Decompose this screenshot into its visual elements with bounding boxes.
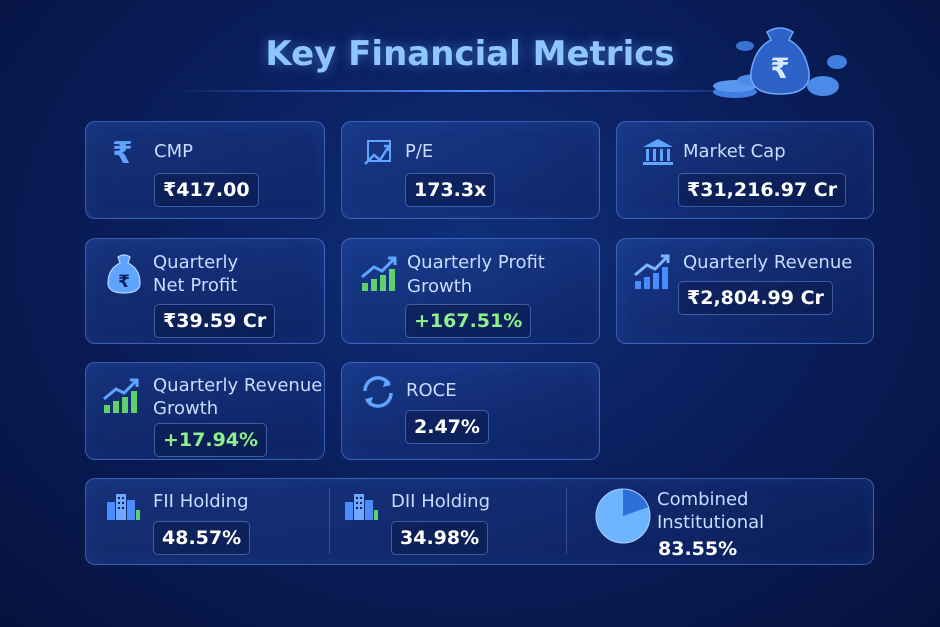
quarterly-revenue-growth-value: +17.94% — [154, 423, 268, 457]
combined-institutional-label-line1: Combined — [657, 489, 749, 510]
quarterly-net-profit-label-line2: Net Profit — [153, 275, 238, 296]
quarterly-net-profit-value: ₹39.59 Cr — [154, 304, 276, 338]
cmp-card: ₹ CMP ₹417.00 — [85, 121, 325, 219]
chart-icon — [364, 140, 391, 165]
buildings-icon — [107, 494, 140, 520]
dii-holding-label: DII Holding — [391, 491, 491, 512]
quarterly-net-profit-label-line1: Quarterly — [153, 252, 239, 273]
svg-text:₹: ₹ — [118, 272, 130, 292]
market-cap-card: Market Cap ₹31,216.97 Cr — [616, 121, 874, 219]
quarterly-revenue-label: Quarterly Revenue — [683, 252, 853, 273]
roce-value: 2.47% — [405, 410, 489, 444]
growth-chart-icon — [361, 256, 397, 291]
quarterly-profit-growth-card: Quarterly Profit Growth +167.51% — [341, 238, 600, 344]
market-cap-label: Market Cap — [683, 141, 786, 162]
roce-label: ROCE — [406, 380, 457, 401]
quarterly-revenue-card: Quarterly Revenue ₹2,804.99 Cr — [616, 238, 874, 344]
quarterly-revenue-value: ₹2,804.99 Cr — [678, 281, 833, 315]
roce-card: ROCE 2.47% — [341, 362, 600, 460]
combined-institutional-value: 83.55% — [658, 538, 738, 560]
quarterly-revenue-growth-label-line1: Quarterly Revenue — [153, 375, 323, 396]
quarterly-profit-growth-label-line1: Quarterly Profit — [407, 252, 545, 273]
dii-holding-value: 34.98% — [391, 521, 489, 555]
pie-chart-icon — [595, 488, 651, 544]
holdings-divider — [566, 488, 567, 554]
quarterly-net-profit-card: ₹ Quarterly Net Profit ₹39.59 Cr — [85, 238, 325, 344]
cmp-value: ₹417.00 — [154, 173, 259, 207]
title-underline — [170, 90, 770, 92]
quarterly-profit-growth-value: +167.51% — [405, 304, 532, 338]
holdings-divider — [329, 488, 330, 554]
buildings-icon — [345, 494, 378, 520]
cmp-label: CMP — [154, 141, 193, 162]
money-bag-coins-icon: ₹ — [713, 27, 847, 98]
refresh-icon — [363, 376, 393, 408]
svg-text:₹: ₹ — [770, 52, 789, 85]
growth-chart-icon — [634, 254, 670, 289]
pe-card: P/E 173.3x — [341, 121, 600, 219]
rupee-icon: ₹ — [112, 136, 133, 171]
pe-label: P/E — [405, 141, 434, 162]
page-title: Key Financial Metrics — [265, 34, 675, 74]
combined-institutional-label-line2: Institutional — [657, 512, 765, 533]
fii-holding-value: 48.57% — [153, 521, 251, 555]
money-bag-icon: ₹ — [107, 254, 141, 294]
bank-icon — [643, 139, 673, 165]
market-cap-value: ₹31,216.97 Cr — [678, 173, 847, 207]
growth-chart-icon — [103, 378, 139, 413]
pe-value: 173.3x — [405, 173, 496, 207]
quarterly-revenue-growth-label-line2: Growth — [153, 398, 219, 419]
quarterly-revenue-growth-card: Quarterly Revenue Growth +17.94% — [85, 362, 325, 460]
quarterly-profit-growth-label-line2: Growth — [407, 276, 473, 297]
fii-holding-label: FII Holding — [153, 491, 249, 512]
